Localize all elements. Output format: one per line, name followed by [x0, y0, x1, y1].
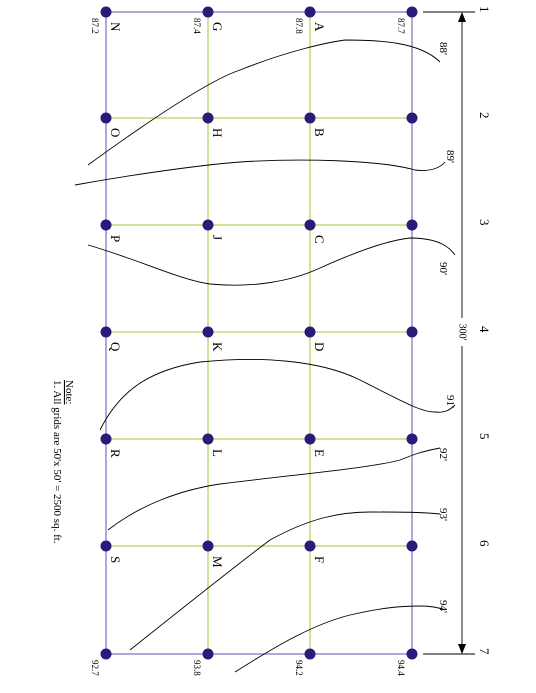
row-number: 3	[477, 219, 492, 226]
contour-label: 94'	[437, 600, 449, 613]
grid-node	[100, 112, 112, 124]
grid-point-letter: Q	[108, 342, 123, 352]
contour-88	[87, 39, 441, 166]
contour-92	[107, 447, 441, 531]
grid-node	[202, 648, 214, 660]
grid-point-letter: N	[108, 22, 123, 32]
grid-node	[304, 540, 316, 552]
contour-lines	[74, 39, 456, 673]
grid-point-letter: R	[108, 449, 123, 458]
note-text: 1. All grids are 50'x 50' = 2500 sq. ft.	[51, 380, 63, 544]
grid-node	[202, 112, 214, 124]
dimension-arrow-top	[458, 12, 466, 22]
contour-label: 91'	[444, 395, 456, 408]
dimension-label: 300'	[457, 324, 468, 341]
grid-point-letter: D	[312, 342, 327, 351]
grid-point-letter: H	[210, 128, 225, 137]
grid-point-letter: F	[312, 556, 327, 563]
row-number: 1	[477, 6, 492, 13]
grid-point-letter: S	[108, 556, 123, 563]
grid-node	[100, 540, 112, 552]
elevation-top: 87.2	[90, 18, 100, 34]
grid-node	[304, 112, 316, 124]
contour-label: 93'	[437, 508, 449, 521]
grid-point-letter: K	[210, 342, 225, 352]
site-boundary-frame	[105, 11, 413, 655]
contour-94	[234, 605, 446, 673]
contour-89	[74, 159, 446, 186]
row-number: 5	[477, 433, 492, 440]
elevation-bottom: 92.7	[90, 660, 100, 676]
dimension-arrow-bottom	[458, 644, 466, 654]
corner-elevations: 87.2 87.4 87.8 87.7 92.7 93.8 94.2 94.4	[90, 18, 406, 676]
note-block: Note: 1. All grids are 50'x 50' = 2500 s…	[51, 380, 75, 544]
row-number: 2	[477, 112, 492, 119]
elevation-bottom: 94.4	[396, 660, 406, 676]
grid-node	[406, 326, 418, 338]
grid-point-letter: J	[210, 235, 225, 240]
row-number: 7	[477, 648, 492, 655]
grid-node	[202, 540, 214, 552]
contour-91	[99, 359, 456, 431]
grid-node	[406, 219, 418, 231]
grid-node	[304, 6, 316, 18]
grid-node	[202, 326, 214, 338]
grid-node	[100, 6, 112, 18]
dimension-300: 300'	[423, 11, 475, 655]
grid-point-letter: P	[108, 235, 123, 242]
contour-label: 88'	[437, 42, 449, 55]
interior-grid-lines	[106, 12, 412, 654]
note-title: Note:	[63, 380, 75, 404]
grid-node	[304, 326, 316, 338]
grid-node	[406, 648, 418, 660]
grid-point-letter: L	[210, 449, 225, 457]
grid-node	[304, 433, 316, 445]
grid-node	[406, 6, 418, 18]
grid-node	[202, 219, 214, 231]
grid-node	[304, 648, 316, 660]
grid-node	[406, 433, 418, 445]
grid-node	[202, 433, 214, 445]
contour-label: 89'	[444, 150, 456, 163]
grid-point-letter: G	[210, 22, 225, 31]
contour-labels: 88' 89' 90' 91' 92' 93' 94'	[437, 42, 456, 613]
grid-point-letter: C	[312, 235, 327, 244]
grid-nodes	[100, 6, 418, 660]
elevation-top: 87.4	[192, 18, 202, 34]
row-numbers: 1 2 3 4 5 6 7	[477, 6, 492, 655]
elevation-top: 87.8	[294, 18, 304, 34]
contour-93	[129, 511, 441, 651]
grid-node	[100, 648, 112, 660]
grid-point-letter: O	[108, 128, 123, 137]
grid-node	[406, 112, 418, 124]
grid-node	[100, 326, 112, 338]
contour-label: 92'	[437, 448, 449, 461]
grid-node	[202, 6, 214, 18]
grid-point-letter: M	[210, 556, 225, 568]
elevation-bottom: 94.2	[294, 660, 304, 676]
elevation-top: 87.7	[396, 18, 406, 34]
grid-point-letter: B	[312, 128, 327, 137]
contour-label: 90'	[437, 262, 449, 275]
contour-90	[87, 237, 456, 286]
elevation-bottom: 93.8	[192, 660, 202, 676]
grid-node	[100, 219, 112, 231]
row-number: 4	[477, 326, 492, 333]
row-number: 6	[477, 540, 492, 547]
grid-point-letter: A	[312, 22, 327, 32]
grid-node	[100, 433, 112, 445]
grid-node	[406, 540, 418, 552]
grid-node	[304, 219, 316, 231]
grid-point-letters: A B C D E F G H J K L M N O P Q R S	[108, 22, 327, 568]
grid-point-letter: E	[312, 449, 327, 457]
